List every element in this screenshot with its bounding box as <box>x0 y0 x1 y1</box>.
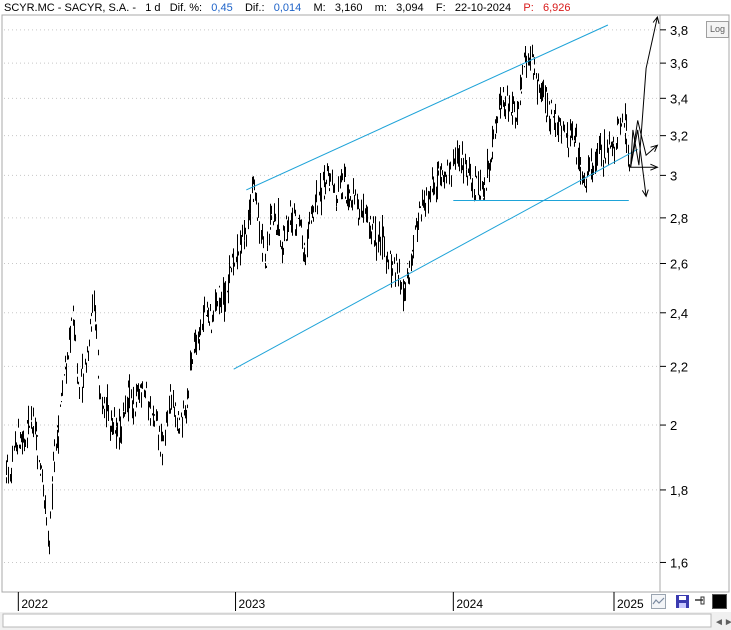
channel-lower-line[interactable] <box>233 148 638 370</box>
price-tick-label: 2 <box>670 418 677 433</box>
time-tick-label: 2023 <box>239 597 266 611</box>
channel-upper-line[interactable] <box>246 24 609 191</box>
indicator-icon[interactable] <box>651 594 666 609</box>
time-tick-label: 2025 <box>617 597 644 611</box>
color-square-icon[interactable] <box>712 594 727 609</box>
price-tick-label: 3,6 <box>670 56 688 71</box>
min-label: m: <box>374 2 387 14</box>
date-value: 22-10-2024 <box>454 2 512 14</box>
projection-path[interactable] <box>630 129 647 197</box>
p-label: P: <box>523 2 534 14</box>
date-label: F: <box>435 2 446 14</box>
arrowhead-icon <box>652 15 660 24</box>
arrowhead-icon <box>641 189 649 198</box>
dif-pct-label: Dif. %: <box>169 2 203 14</box>
horizontal-scrollbar[interactable] <box>2 613 712 628</box>
dif-label: Dif.: <box>244 2 265 14</box>
min-value: 3,094 <box>396 2 424 14</box>
chart-header: SCYR.MC - SACYR, S.A. - 1 d Dif. %: 0,45… <box>4 2 571 14</box>
save-icon[interactable] <box>675 594 690 609</box>
price-tick-label: 3,8 <box>670 23 688 38</box>
time-tick-label: 2024 <box>456 597 483 611</box>
interval-label: 1 d <box>145 2 161 14</box>
log-scale-button[interactable]: Log <box>706 21 729 38</box>
price-tick-label: 3,4 <box>670 91 688 106</box>
max-value: 3,160 <box>334 2 363 14</box>
max-label: M: <box>313 2 326 14</box>
projection-path[interactable] <box>630 16 658 168</box>
time-axis: 2022 2023 2024 2025 <box>17 592 644 611</box>
price-axis: 3,8 3,6 3,4 3,2 3 2,8 2,6 2,4 2,2 2 1,8 1,6 <box>660 23 688 570</box>
price-tick-label: 2,4 <box>670 306 688 321</box>
price-tick-label: 1,8 <box>670 483 688 498</box>
price-tick-label: 3 <box>670 168 677 183</box>
dif-pct-value: 0,45 <box>211 2 233 14</box>
p-value: 6,926 <box>543 2 571 14</box>
price-tick-label: 2,8 <box>670 211 688 226</box>
arrowhead-icon <box>650 163 659 171</box>
scroll-right-icon[interactable]: ◄► <box>714 617 731 628</box>
arrowhead-icon <box>650 144 659 152</box>
projection-path[interactable] <box>630 120 658 168</box>
dif-value: 0,014 <box>273 2 302 14</box>
price-tick-label: 3,2 <box>670 129 688 144</box>
time-tick-label: 2022 <box>21 597 48 611</box>
price-tick-label: 2,6 <box>670 257 688 272</box>
price-tick-label: 2,2 <box>670 359 688 374</box>
ticker-label: SCYR.MC - SACYR, S.A. - <box>4 2 137 14</box>
drawn-trendlines[interactable] <box>233 15 660 370</box>
price-tick-label: 1,6 <box>670 555 688 570</box>
pin-icon[interactable] <box>693 594 708 609</box>
price-bars <box>6 44 630 555</box>
